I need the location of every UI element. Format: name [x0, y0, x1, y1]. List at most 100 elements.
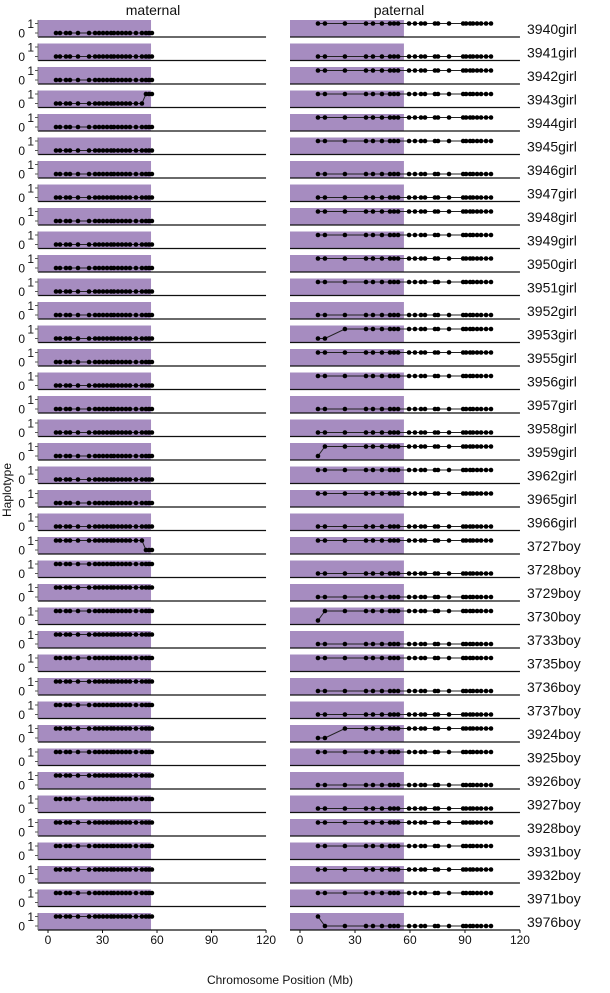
marker-point	[67, 890, 73, 896]
marker-point	[370, 655, 376, 661]
marker-point	[111, 406, 117, 412]
marker-point	[149, 820, 155, 825]
marker-point	[342, 350, 348, 355]
marker-point	[463, 867, 469, 872]
marker-point	[463, 890, 469, 896]
marker-point	[119, 124, 125, 130]
sample-label: 3736boy	[527, 679, 581, 695]
marker-point	[463, 54, 469, 59]
marker-point	[422, 782, 428, 788]
marker-point	[387, 406, 393, 412]
marker-point	[111, 336, 117, 341]
marker-point	[478, 641, 484, 647]
marker-point	[123, 336, 129, 341]
marker-point	[474, 608, 480, 614]
marker-point	[418, 538, 424, 543]
marker-point	[478, 491, 484, 496]
y-tick-label: 1	[27, 699, 34, 713]
marker-point	[363, 890, 369, 896]
highlight-region	[290, 913, 404, 930]
marker-point	[391, 524, 397, 529]
marker-point	[127, 54, 133, 59]
y-tick-label: 1	[27, 628, 34, 642]
marker-point	[418, 712, 424, 717]
marker-point	[387, 867, 393, 872]
marker-point	[379, 923, 385, 929]
marker-point	[92, 890, 98, 896]
marker-point	[75, 265, 81, 271]
marker-point	[435, 782, 441, 788]
marker-point	[483, 923, 489, 929]
marker-point	[92, 430, 98, 435]
marker-point	[483, 538, 489, 543]
marker-point	[488, 655, 494, 661]
marker-point	[86, 477, 92, 482]
marker-point	[363, 571, 369, 576]
marker-point	[96, 867, 102, 872]
marker-point	[488, 782, 494, 788]
marker-point	[391, 890, 397, 896]
marker-point	[406, 232, 412, 238]
marker-point	[446, 209, 452, 214]
sample-row: 10 3946girl	[18, 158, 577, 182]
maternal-panel: 10	[18, 581, 267, 605]
marker-point	[391, 115, 397, 120]
marker-point	[63, 561, 69, 567]
marker-point	[470, 820, 476, 825]
marker-point	[463, 594, 469, 600]
sample-label: 3951girl	[527, 280, 577, 296]
marker-point	[391, 209, 397, 214]
marker-point	[127, 655, 133, 661]
marker-point	[488, 373, 494, 379]
marker-point	[422, 209, 428, 214]
marker-point	[422, 608, 428, 614]
marker-point	[149, 218, 155, 224]
marker-point	[363, 171, 369, 177]
marker-point	[57, 867, 63, 872]
marker-point	[104, 265, 110, 271]
marker-point	[127, 820, 133, 825]
marker-point	[123, 453, 129, 459]
marker-point	[115, 843, 121, 849]
sample-label: 3928boy	[527, 820, 581, 836]
marker-point	[53, 843, 59, 849]
marker-point	[446, 430, 452, 435]
marker-point	[470, 171, 476, 177]
marker-point	[75, 749, 81, 755]
marker-point	[488, 256, 494, 261]
marker-point	[315, 806, 321, 811]
marker-point	[104, 500, 110, 506]
paternal-panel	[290, 772, 520, 790]
marker-point	[149, 148, 155, 153]
marker-point	[53, 749, 59, 755]
marker-point	[488, 820, 494, 825]
y-tick-label: 0	[18, 591, 25, 605]
marker-point	[478, 91, 484, 97]
marker-point	[435, 209, 441, 214]
marker-point	[463, 524, 469, 529]
marker-point	[86, 843, 92, 849]
marker-point	[463, 608, 469, 614]
marker-point	[119, 171, 125, 177]
marker-point	[149, 890, 155, 896]
sample-label: 3947girl	[527, 186, 577, 202]
marker-point	[63, 148, 69, 153]
marker-point	[86, 218, 92, 224]
marker-point	[149, 843, 155, 849]
marker-point	[123, 289, 129, 294]
y-tick-label: 0	[18, 661, 25, 675]
marker-point	[100, 477, 106, 482]
marker-point	[446, 843, 452, 849]
marker-point	[63, 218, 69, 224]
marker-point	[435, 232, 441, 238]
marker-point	[92, 383, 98, 388]
marker-point	[446, 726, 452, 731]
marker-point	[100, 101, 106, 106]
marker-point	[363, 782, 369, 788]
marker-point	[379, 430, 385, 435]
marker-point	[86, 430, 92, 435]
marker-point	[315, 54, 321, 59]
marker-point	[418, 326, 424, 332]
sample-row: 10 3736boy	[18, 675, 580, 699]
sample-row: 10 3925boy	[18, 746, 580, 770]
